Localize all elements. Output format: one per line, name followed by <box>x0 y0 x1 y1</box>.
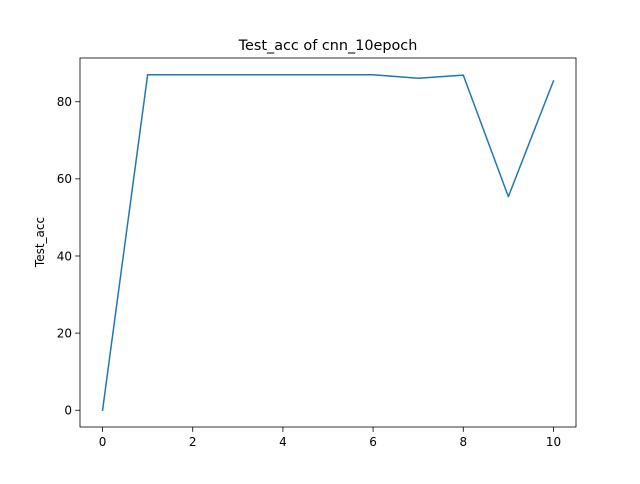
y-tick-label: 40 <box>57 249 72 263</box>
x-tick-label: 0 <box>99 435 107 449</box>
x-tick-label: 4 <box>279 435 287 449</box>
y-tick-label: 0 <box>64 404 72 418</box>
y-tick-label: 20 <box>57 326 72 340</box>
y-axis-label: Test_acc <box>33 217 47 268</box>
y-tick-label: 80 <box>57 95 72 109</box>
y-tick-label: 60 <box>57 172 72 186</box>
x-tick-label: 6 <box>369 435 377 449</box>
x-tick-label: 2 <box>189 435 197 449</box>
chart-title: Test_acc of cnn_10epoch <box>238 38 418 54</box>
x-tick-label: 10 <box>546 435 561 449</box>
x-tick-label: 8 <box>459 435 467 449</box>
